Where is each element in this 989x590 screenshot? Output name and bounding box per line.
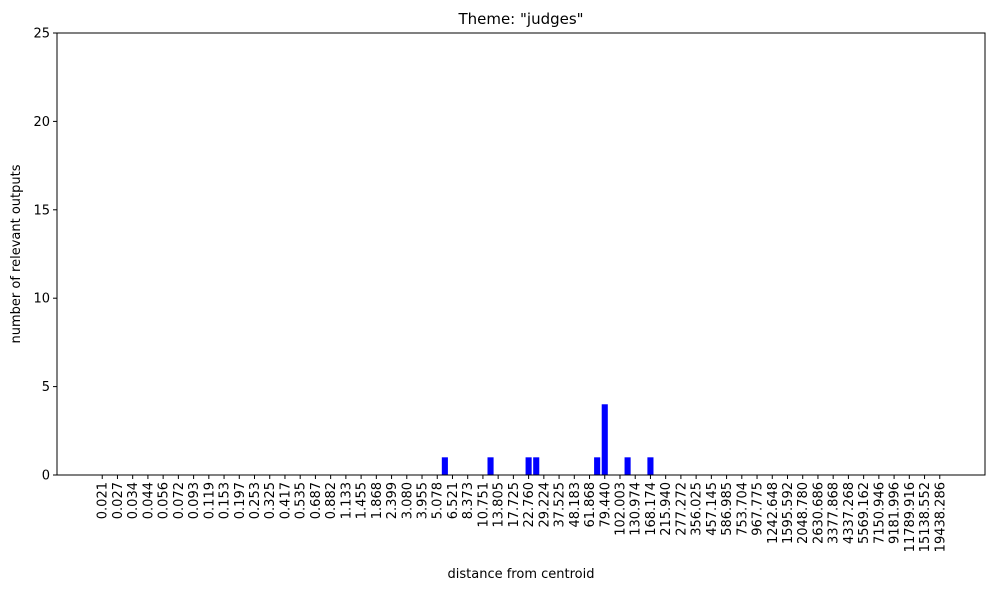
x-tick-label: 2.399 — [385, 482, 400, 519]
x-tick-label: 37.525 — [553, 482, 568, 528]
x-tick-label: 0.153 — [218, 482, 233, 519]
x-tick-label: 1.133 — [339, 482, 354, 519]
x-tick-label: 2048.780 — [796, 482, 811, 544]
x-tick-label: 102.003 — [613, 482, 628, 536]
x-tick-label: 0.417 — [278, 482, 293, 519]
x-tick-label: 1595.592 — [781, 482, 796, 544]
x-tick-label: 29.224 — [537, 482, 552, 528]
bar — [601, 404, 608, 475]
y-axis-label: number of relevant outputs — [9, 164, 24, 343]
x-tick-label: 13.805 — [492, 482, 507, 528]
y-tick-label: 25 — [33, 27, 50, 42]
x-tick-label: 6.521 — [446, 482, 461, 519]
x-tick-label: 79.440 — [598, 482, 613, 528]
x-tick-label: 5569.162 — [857, 482, 872, 544]
x-tick-label: 1.455 — [355, 482, 370, 519]
y-tick-label: 20 — [33, 115, 50, 130]
x-tick-label: 586.985 — [720, 482, 735, 536]
x-tick-label: 2630.686 — [811, 482, 826, 544]
x-tick-label: 0.882 — [324, 482, 339, 519]
bar — [487, 457, 494, 475]
x-tick-label: 356.025 — [690, 482, 705, 536]
x-tick-label: 11789.916 — [903, 482, 918, 552]
chart-title: Theme: "judges" — [457, 10, 583, 28]
x-tick-label: 0.687 — [309, 482, 324, 519]
x-tick-label: 0.197 — [233, 482, 248, 519]
x-tick-label: 9181.996 — [888, 482, 903, 544]
x-tick-label: 17.725 — [507, 482, 522, 528]
x-tick-label: 130.974 — [629, 482, 644, 536]
x-tick-label: 4337.268 — [842, 482, 857, 544]
x-tick-label: 3.080 — [400, 482, 415, 519]
x-tick-label: 48.183 — [568, 482, 583, 528]
x-tick-label: 0.253 — [248, 482, 263, 519]
x-tick-label: 0.044 — [141, 482, 156, 519]
bar — [594, 457, 601, 475]
x-tick-label: 967.775 — [751, 482, 766, 536]
x-tick-label: 0.325 — [263, 482, 278, 519]
bar — [441, 457, 448, 475]
x-tick-label: 7150.946 — [872, 482, 887, 544]
x-tick-label: 8.373 — [461, 482, 476, 519]
x-tick-label: 0.056 — [157, 482, 172, 519]
x-tick-label: 1242.648 — [766, 482, 781, 544]
plot-frame — [56, 32, 986, 476]
x-tick-label: 1.868 — [370, 482, 385, 519]
x-tick-label: 753.704 — [735, 482, 750, 536]
x-tick-label: 215.940 — [659, 482, 674, 536]
x-tick-label: 168.174 — [644, 482, 659, 536]
x-tick-label: 19438.286 — [933, 482, 948, 552]
x-tick-label: 15138.552 — [918, 482, 933, 552]
x-tick-label: 0.072 — [172, 482, 187, 519]
bar — [533, 457, 540, 475]
x-tick-label: 22.760 — [522, 482, 537, 528]
x-tick-label: 61.868 — [583, 482, 598, 528]
y-tick-label: 5 — [42, 380, 50, 395]
x-tick-label: 0.119 — [202, 482, 217, 519]
x-tick-label: 3377.868 — [827, 482, 842, 544]
x-axis-label: distance from centroid — [448, 567, 595, 582]
bar — [647, 457, 654, 475]
x-tick-label: 277.272 — [674, 482, 689, 536]
x-tick-label: 0.034 — [126, 482, 141, 519]
x-tick-label: 3.955 — [416, 482, 431, 519]
x-tick-label: 0.027 — [111, 482, 126, 519]
y-tick-label: 15 — [33, 203, 50, 218]
x-tick-label: 0.021 — [96, 482, 111, 519]
x-tick-label: 0.093 — [187, 482, 202, 519]
y-tick-label: 10 — [33, 292, 50, 307]
bar — [525, 457, 532, 475]
bar — [624, 457, 631, 475]
x-tick-label: 5.078 — [431, 482, 446, 519]
x-tick-label: 0.535 — [294, 482, 309, 519]
x-tick-label: 10.751 — [476, 482, 491, 528]
y-tick-label: 0 — [42, 469, 50, 484]
x-tick-label: 457.145 — [705, 482, 720, 536]
